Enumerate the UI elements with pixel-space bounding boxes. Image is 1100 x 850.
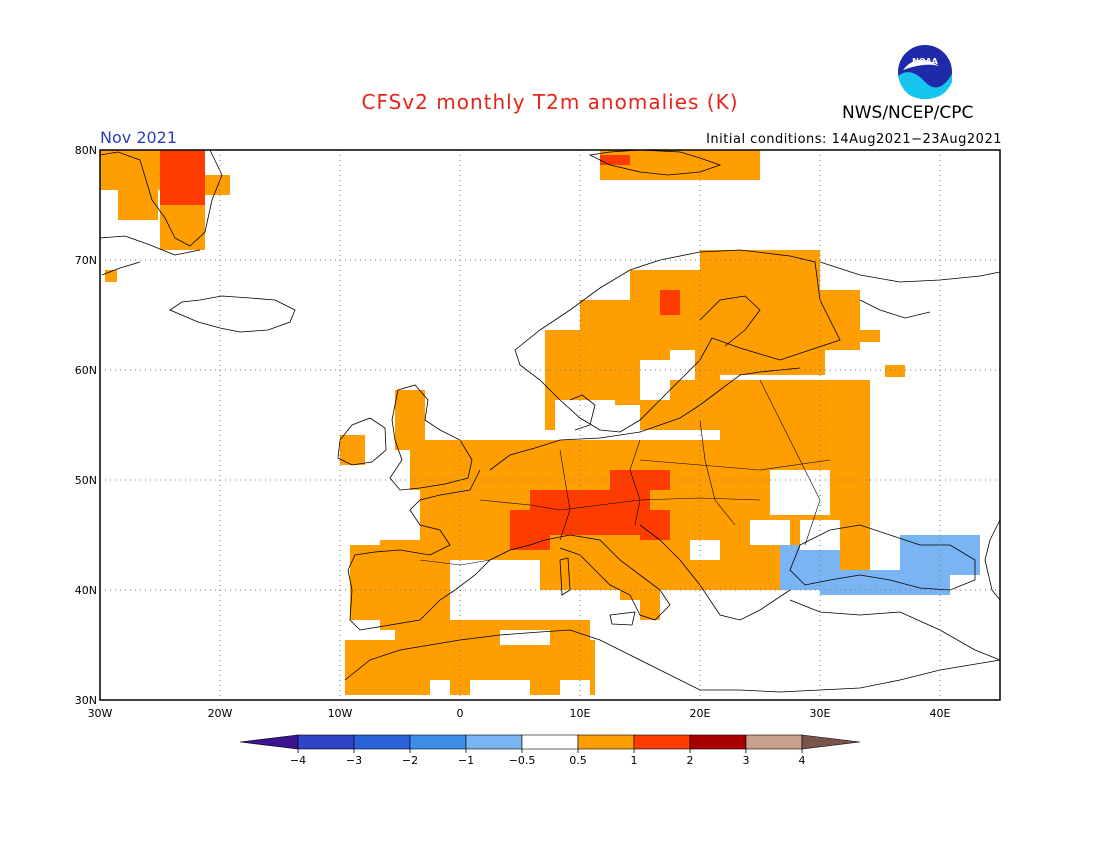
anomaly-cell	[885, 365, 905, 377]
noaa-logo-icon: NOAA	[895, 42, 955, 102]
anomaly-cell	[160, 205, 205, 250]
colorbar-seg	[353, 734, 411, 750]
neutral-cell	[430, 680, 450, 695]
neutral-cell	[690, 540, 720, 560]
lat-tick-label: 30N	[75, 694, 97, 707]
colorbar-seg	[297, 734, 355, 750]
longitude-ticks: 30W 20W 10W 0 10E 20E 30E 40E	[88, 707, 951, 720]
colorbar-label: 2	[687, 754, 694, 767]
neutral-cell	[640, 360, 670, 400]
anomaly-cells	[100, 150, 980, 700]
lon-tick-label: 20W	[208, 707, 233, 720]
anomaly-cell	[715, 300, 825, 375]
colorbar-label: 4	[799, 754, 806, 767]
anomaly-cell	[160, 150, 205, 205]
colorbar-seg	[745, 734, 803, 750]
anomaly-cell	[395, 630, 455, 670]
anomaly-cell	[350, 545, 400, 620]
lat-tick-label: 70N	[75, 254, 97, 267]
lat-tick-label: 50N	[75, 474, 97, 487]
anomaly-cell	[720, 380, 870, 450]
colorbar-label: −2	[402, 754, 418, 767]
colorbar-seg	[239, 734, 299, 750]
neutral-cell	[750, 520, 790, 545]
colorbar-seg	[465, 734, 523, 750]
lon-tick-label: 30W	[88, 707, 113, 720]
lon-tick-label: 0	[457, 707, 464, 720]
lon-tick-label: 30E	[810, 707, 831, 720]
colorbar-label: 1	[631, 754, 638, 767]
colorbar-seg	[801, 734, 861, 750]
anomaly-cell	[600, 155, 630, 165]
colorbar-label: −0.5	[509, 754, 536, 767]
lat-tick-label: 80N	[75, 144, 97, 157]
colorbar-seg	[521, 734, 579, 750]
colorbar-label: −1	[458, 754, 474, 767]
lon-tick-label: 10E	[570, 707, 591, 720]
lon-tick-label: 10W	[328, 707, 353, 720]
colorbar-seg	[689, 734, 747, 750]
colorbar-seg	[577, 734, 635, 750]
anomaly-cell	[340, 435, 365, 465]
anomaly-cell	[640, 510, 670, 540]
initial-conditions: Initial conditions: 14Aug2021−23Aug2021	[706, 132, 1002, 147]
neutral-cell	[670, 350, 695, 380]
latitude-ticks: 30N 40N 50N 60N 70N 80N	[75, 144, 97, 707]
forecast-month: Nov 2021	[100, 128, 178, 147]
coastlines	[99, 149, 1001, 693]
anomaly-cell	[510, 510, 550, 550]
lon-tick-label: 40E	[930, 707, 951, 720]
neutral-cell	[610, 405, 640, 430]
colorbar-label: 0.5	[569, 754, 587, 767]
anomaly-cell	[660, 290, 680, 315]
gridlines	[100, 150, 1000, 700]
colorbar-seg	[409, 734, 467, 750]
noaa-logo-text: NOAA	[912, 57, 938, 66]
neutral-cell	[770, 470, 830, 515]
lat-tick-label: 40N	[75, 584, 97, 597]
colorbar-label: −3	[346, 754, 362, 767]
agency-label: NWS/NCEP/CPC	[842, 103, 974, 123]
neutral-cell	[470, 680, 530, 700]
anomaly-cell	[118, 190, 158, 220]
colorbar-label: 3	[743, 754, 750, 767]
anomaly-cell	[205, 175, 230, 195]
map-title: CFSv2 monthly T2m anomalies (K)	[361, 90, 739, 114]
colorbar-label: −4	[290, 754, 306, 767]
map-frame	[99, 149, 1001, 701]
neutral-cell	[555, 400, 615, 435]
colorbar-seg	[633, 734, 691, 750]
lat-tick-label: 60N	[75, 364, 97, 377]
neutral-cell	[560, 680, 590, 700]
lon-tick-label: 20E	[690, 707, 711, 720]
anomaly-cell	[860, 330, 880, 342]
